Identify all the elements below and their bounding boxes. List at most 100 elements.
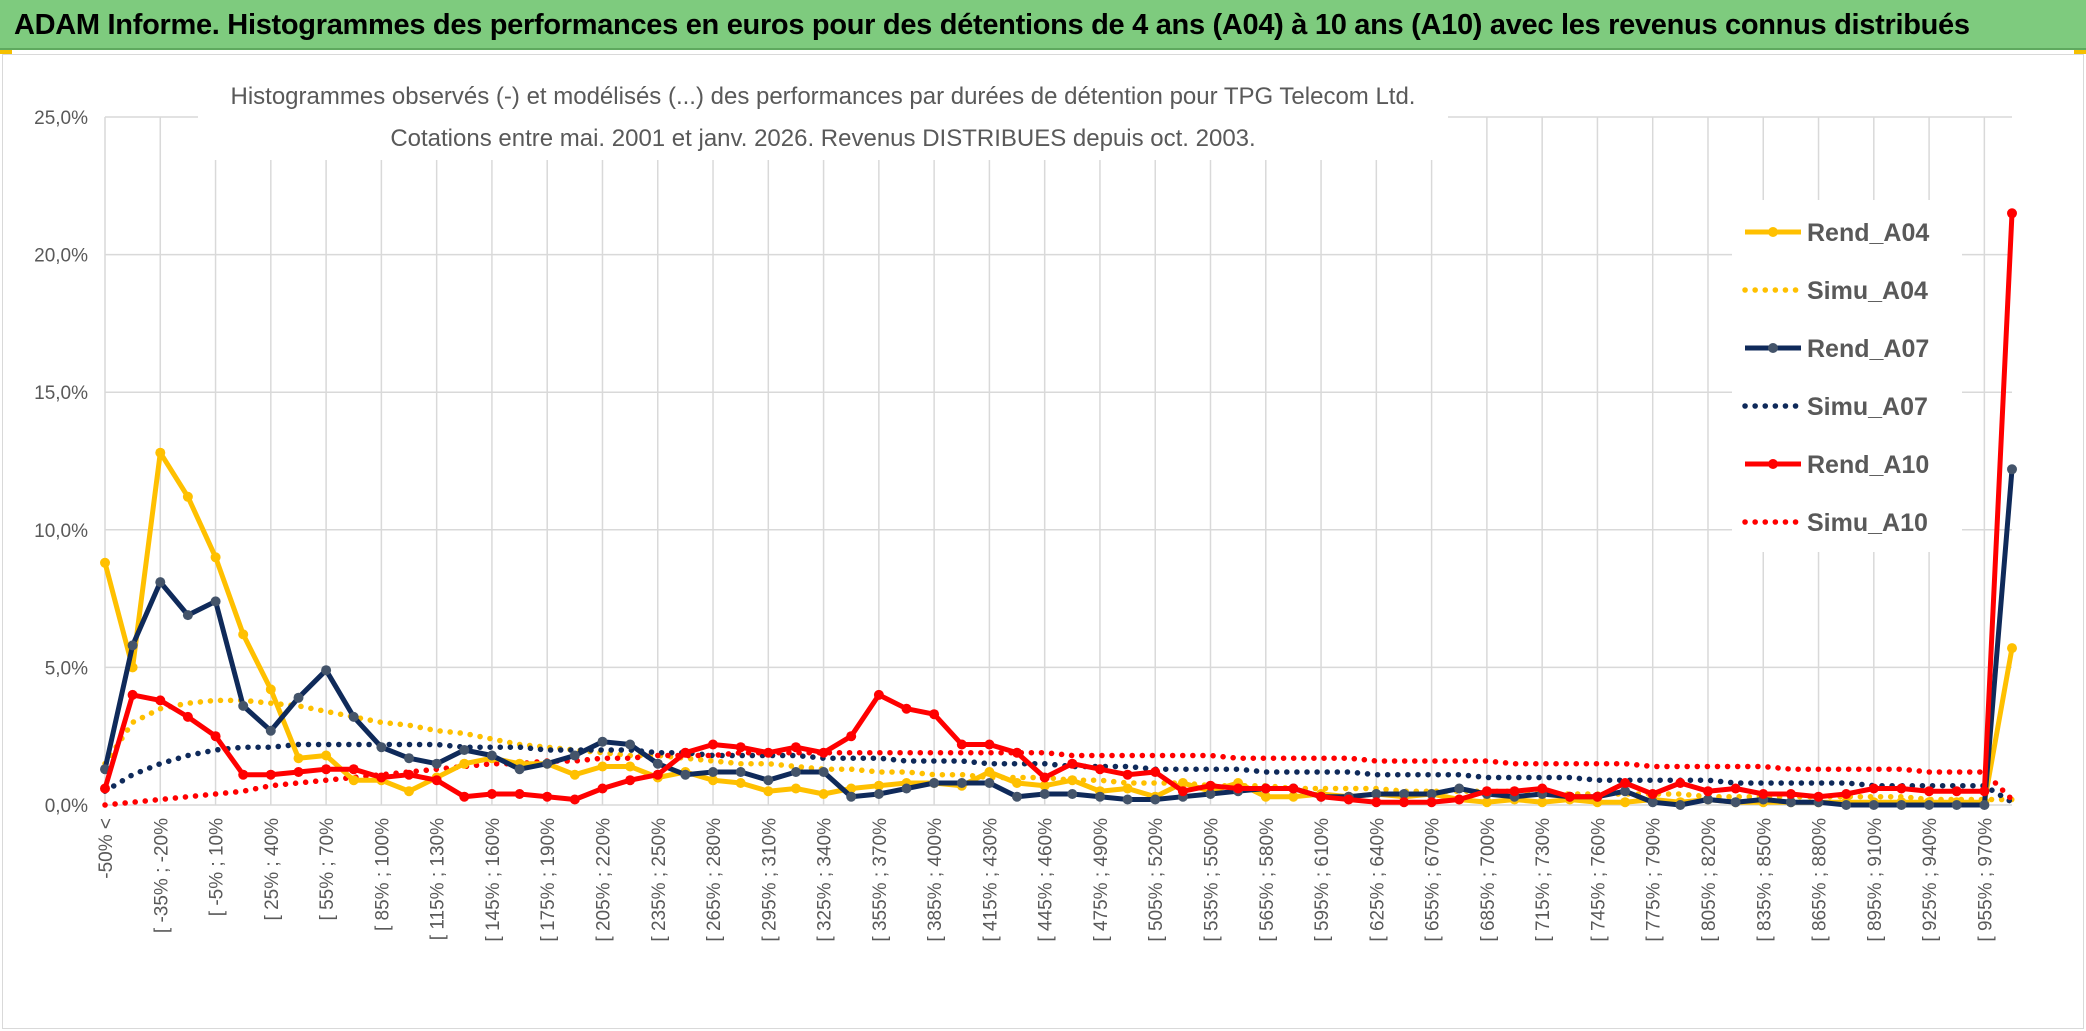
gridlines <box>104 116 2012 806</box>
x-tick-label: [ 235% ; 250% <box>649 818 670 942</box>
legend-rend-a04-label: Rend_A04 <box>1807 219 1929 247</box>
series-rend-a07-point <box>984 778 995 788</box>
series-rend-a04-point <box>1481 797 1492 808</box>
y-tick-label: 0,0% <box>45 796 88 817</box>
series-rend-a10-point <box>1620 778 1631 788</box>
series-rend-a10-point <box>901 703 912 714</box>
series-rend-a04-point <box>348 775 359 786</box>
legend-rend-a10-label: Rend_A10 <box>1807 451 1929 479</box>
series-rend-a07-point <box>1841 800 1852 810</box>
series-rend-a10-point <box>1288 783 1299 794</box>
series-rend-a10-point <box>929 709 940 720</box>
series-rend-a04-point <box>597 761 608 772</box>
legend-rend-a04-marker <box>1768 227 1778 237</box>
x-tick-label: [ 205% ; 220% <box>593 818 614 942</box>
series-rend-a07-point <box>1150 794 1161 805</box>
report-title: ADAM Informe. Histogrammes des performan… <box>14 9 1970 41</box>
series-rend-a10-point <box>1177 786 1188 797</box>
series-rend-a10-point <box>1537 783 1548 794</box>
x-tick-label: [ 445% ; 460% <box>1036 818 1057 942</box>
series-rend-a07-point <box>569 750 580 761</box>
y-tick-label: 10,0% <box>34 521 88 542</box>
chart-area-border <box>2 54 2084 1029</box>
x-tick-label: [ 355% ; 370% <box>870 818 891 942</box>
series-rend-a10-point <box>1454 794 1465 805</box>
series-rend-a04-point <box>1260 791 1271 802</box>
series-rend-a10-point <box>569 794 580 805</box>
series-rend-a10-point <box>680 747 691 758</box>
series-rend-a10-point <box>1924 786 1935 797</box>
x-tick-label: [ 475% ; 490% <box>1091 818 1112 942</box>
report-title-bar: ADAM Informe. Histogrammes des performan… <box>0 0 2086 50</box>
series-rend-a10-point <box>1039 772 1050 783</box>
series-rend-a07-point <box>1067 789 1078 799</box>
x-tick-label: [ 385% ; 400% <box>925 818 946 942</box>
y-tick-label: 25,0% <box>34 108 88 129</box>
series-rend-a10-point <box>1343 794 1354 805</box>
series-rend-a10-point <box>1647 789 1658 799</box>
series-rend-a10-point <box>763 747 774 758</box>
series-rend-a10-point <box>127 689 138 700</box>
series-rend-a07-point <box>542 758 553 769</box>
series-rend-a10-point <box>376 772 387 783</box>
series-rend-a07-point <box>1730 797 1741 808</box>
series-rend-a04-point <box>210 552 221 563</box>
chart-title-background <box>198 76 1448 160</box>
chart-title-line-1: Histogrammes observés (-) et modélisés (… <box>231 83 1416 110</box>
series-rend-a10-point <box>1122 769 1133 780</box>
y-tick-label: 5,0% <box>45 658 88 679</box>
series-rend-a07-point <box>652 758 663 769</box>
series-rend-a04-point <box>846 783 857 794</box>
series-rend-a10-point <box>431 775 442 786</box>
series-rend-a10-point <box>1316 791 1327 802</box>
chart-title-line-2: Cotations entre mai. 2001 et janv. 2026.… <box>390 125 1255 152</box>
x-tick-label: [ 865% ; 880% <box>1810 818 1831 942</box>
series-rend-a10-point <box>1564 791 1575 802</box>
y-axis-ticks: 0,0% 5,0% 10,0% 15,0% 20,0% 25,0% <box>34 108 88 817</box>
series-rend-a10-point <box>1785 789 1796 799</box>
series-rend-a04-point <box>708 775 718 786</box>
series-rend-a07-point <box>486 750 497 761</box>
series-rend-a10-point <box>790 742 801 753</box>
series-rend-a10-point <box>1841 789 1852 799</box>
series-rend-a10-point <box>293 767 304 777</box>
series-rend-a10-point <box>597 783 608 794</box>
series-rend-a07-point <box>1951 800 1962 810</box>
x-tick-label: [ 895% ; 910% <box>1865 818 1886 942</box>
series-rend-a10-point <box>652 769 663 780</box>
x-tick-label: [ 295% ; 310% <box>759 818 780 942</box>
series-rend-a04-point <box>182 491 193 502</box>
series-rend-a10-point <box>873 689 884 700</box>
legend: Rend_A04 Simu_A04 Rend_A07 Simu_A07 Rend_A10… <box>1732 200 1962 552</box>
series-rend-a07-point <box>1426 789 1437 799</box>
series-rend-a10-point <box>1067 758 1078 769</box>
series-rend-a07-point <box>1703 794 1713 805</box>
series-rend-a10-point <box>1399 797 1409 808</box>
series-rend-a04-point <box>763 786 774 797</box>
x-axis-ticks: -50% < [ -35% ; -20% [ -5% ; 10% [ 25% ; 40… <box>96 818 1996 942</box>
x-tick-label: [ 715% ; 730% <box>1533 818 1554 942</box>
series-rend-a10-point <box>1758 789 1769 799</box>
x-tick-label: -50% < <box>96 818 117 879</box>
y-tick-label: 20,0% <box>34 246 88 267</box>
series-rend-a04-point <box>1537 797 1548 808</box>
series-rend-a04-point <box>818 789 829 799</box>
series-rend-a04-point <box>790 783 801 794</box>
series-rend-a10-point <box>404 769 414 780</box>
series-rend-a07-point <box>1371 789 1382 799</box>
series-rend-a04-point <box>1620 797 1631 808</box>
series-rend-a07-point <box>1647 797 1658 808</box>
series-rend-a10-point <box>1205 780 1216 791</box>
series-rend-a10-point <box>1951 786 1962 797</box>
series-rend-a10-point <box>321 764 332 775</box>
x-tick-label: [ 115% ; 130% <box>428 818 449 940</box>
legend-rend-a07-label: Rend_A07 <box>1807 335 1929 363</box>
series-rend-a07-point <box>514 764 525 775</box>
series-simu-a04-line <box>102 697 2015 803</box>
series-rend-a04-point <box>1288 791 1299 802</box>
series-rend-a07-point <box>348 711 359 722</box>
series-rend-a10-point <box>956 739 967 750</box>
x-tick-label: [ -5% ; 10% <box>207 818 228 916</box>
series-rend-a07-point <box>376 742 387 753</box>
series-rend-a07-point <box>956 778 967 788</box>
